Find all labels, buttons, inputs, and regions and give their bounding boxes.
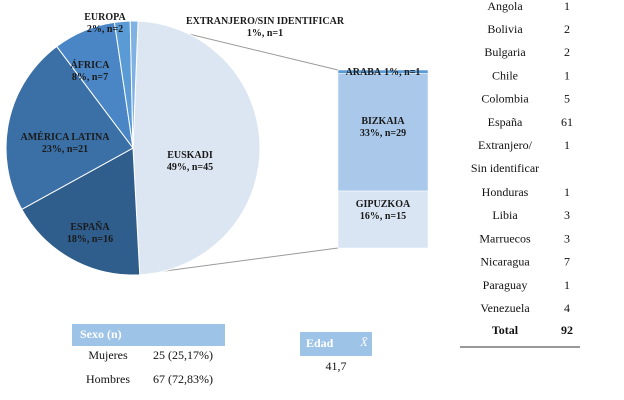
slice-label-part: EUSKADI xyxy=(167,150,213,161)
age-value: 41,7 xyxy=(326,359,347,373)
segment-label: 33%, n=29 xyxy=(360,128,406,139)
age-symbol: X̄ xyxy=(359,335,368,349)
slice-label-part: 8%, n=7 xyxy=(72,72,108,83)
slice-label: 1%, n=1 xyxy=(247,28,283,39)
country-name: Bulgaria xyxy=(484,45,526,59)
country-name: Honduras xyxy=(482,185,529,199)
slice-label-part: ESPAÑA xyxy=(70,221,110,233)
slice-label: ÁFRICA xyxy=(71,59,111,71)
country-count: 3 xyxy=(564,231,570,245)
country-name: Marruecos xyxy=(479,231,531,245)
segment-label: BIZKAIA xyxy=(361,116,405,127)
country-count: 4 xyxy=(564,301,570,315)
connector xyxy=(134,247,339,276)
country-count: 7 xyxy=(564,255,570,269)
pie-slice xyxy=(21,147,141,276)
country-name: España xyxy=(488,115,523,129)
country-count: 1 xyxy=(564,185,570,199)
slice-label-part: 1%, n=1 xyxy=(247,28,283,39)
segment-label-part: ARABA xyxy=(346,67,382,78)
country-count: 1 xyxy=(564,0,570,13)
slice-label-part: ÁFRICA xyxy=(71,59,111,71)
pie-slice xyxy=(132,20,261,276)
country-name: Bolivia xyxy=(487,22,523,36)
slice-label-part: 2%, n=2 xyxy=(87,24,123,35)
country-name-line: Sin identificar xyxy=(471,161,539,175)
pie-slice xyxy=(129,20,139,149)
slice-label-part: EXTRANJERO/SIN IDENTIFICAR xyxy=(186,16,345,27)
slice-label-part: EUROPA xyxy=(84,12,126,23)
age-header-bg xyxy=(300,332,372,356)
slice-label: 49%, n=45 xyxy=(167,162,213,173)
age-header: Edad xyxy=(306,336,334,350)
total-count: 92 xyxy=(561,323,573,337)
slice-label-part: 23%, n=21 xyxy=(42,144,88,155)
country-count: 1 xyxy=(564,138,570,152)
slice-label: ESPAÑA xyxy=(70,221,110,233)
segment-label: ARABA 1%, n=1 xyxy=(346,67,421,78)
segment-label-part: BIZKAIA xyxy=(361,116,405,127)
segment-label-part: 33%, n=29 xyxy=(360,128,406,139)
sex-header-bg xyxy=(72,324,225,346)
slice-label-part: AMÉRICA LATINA xyxy=(21,131,111,143)
country-count: 2 xyxy=(564,45,570,59)
country-name: Paraguay xyxy=(483,278,528,292)
slice-label: 8%, n=7 xyxy=(72,72,108,83)
slice-label: 2%, n=2 xyxy=(87,24,123,35)
slice-label-part: 49%, n=45 xyxy=(167,162,213,173)
total-label: Total xyxy=(492,323,519,337)
bar-segment xyxy=(337,190,429,249)
country-count: 1 xyxy=(564,68,570,82)
country-count: 5 xyxy=(564,92,570,106)
segment-label-part: 1%, n=1 xyxy=(384,67,420,78)
slice-label-part: 18%, n=16 xyxy=(67,234,113,245)
sex-value: 67 (72,83%) xyxy=(153,372,213,386)
country-name: Chile xyxy=(492,68,518,82)
sex-value: 25 (25,17%) xyxy=(153,348,213,362)
sex-label: Hombres xyxy=(86,372,130,386)
segment-label: GIPUZKOA xyxy=(356,199,411,210)
slice-label: AMÉRICA LATINA xyxy=(21,131,111,143)
sex-header: Sexo (n) xyxy=(80,327,122,341)
country-name: Libia xyxy=(492,208,518,222)
slice-label: EUROPA xyxy=(84,12,126,23)
country-name: Extranjero/Sin identificar xyxy=(471,138,539,175)
country-count: 3 xyxy=(564,208,570,222)
country-name-line: Extranjero/ xyxy=(478,138,533,152)
slice-label: EUSKADI xyxy=(167,150,213,161)
segment-label-part: GIPUZKOA xyxy=(356,199,411,210)
country-count: 61 xyxy=(561,115,573,129)
country-name: Angola xyxy=(487,0,523,13)
sex-label: Mujeres xyxy=(88,348,128,362)
slice-label: 18%, n=16 xyxy=(67,234,113,245)
country-name: Nicaragua xyxy=(480,255,530,269)
pie-slice xyxy=(5,45,134,211)
slice-label: 23%, n=21 xyxy=(42,144,88,155)
country-name: Colombia xyxy=(481,92,529,106)
segment-label: 16%, n=15 xyxy=(360,211,406,222)
country-count: 1 xyxy=(564,278,570,292)
country-count: 2 xyxy=(564,22,570,36)
country-name: Venezuela xyxy=(480,301,530,315)
slice-label: EXTRANJERO/SIN IDENTIFICAR xyxy=(186,16,345,27)
segment-label-part: 16%, n=15 xyxy=(360,211,406,222)
